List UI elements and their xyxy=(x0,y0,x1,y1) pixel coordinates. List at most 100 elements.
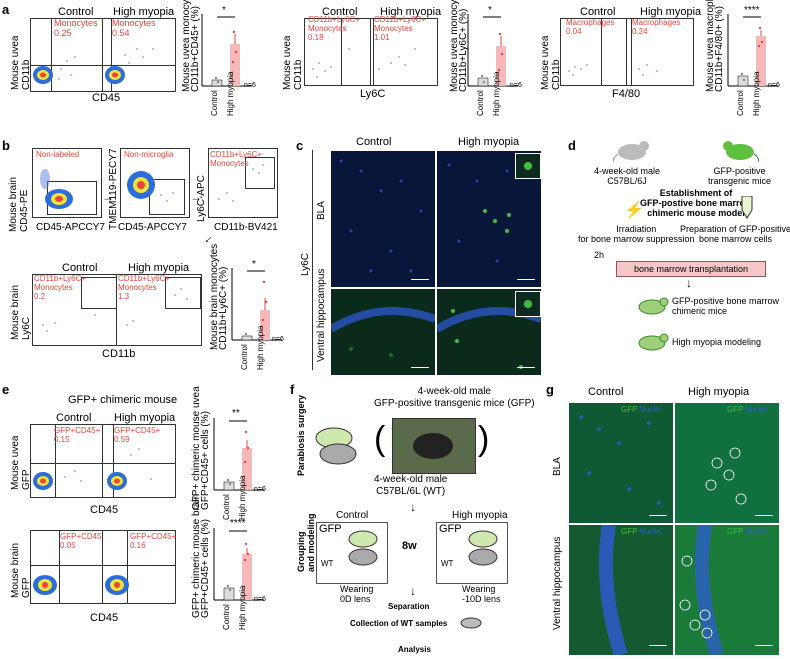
panel-label-c: c xyxy=(296,138,304,153)
bar-chart xyxy=(212,528,264,606)
bar-x-label-control: Control xyxy=(240,344,249,370)
arrow-icon: → xyxy=(190,190,202,204)
col-title-control: Control xyxy=(356,136,392,148)
bar-x-label-control: Control xyxy=(222,604,231,630)
flow-plot-uvea-high-myopia xyxy=(102,424,176,498)
gate-value: 0.15 xyxy=(54,435,70,444)
bar-x-label-high-myopia: High myopia xyxy=(238,585,247,630)
bracket xyxy=(312,150,313,370)
bar-x-label-high-myopia: High myopia xyxy=(238,475,247,520)
bar-chart xyxy=(212,418,264,496)
gate-label: CD11b+Ly6C+ Monocytes xyxy=(34,274,87,292)
top-text: 4-week-old male GFP-positive transgenic … xyxy=(374,386,535,409)
parabiosis-mice-icon xyxy=(315,427,357,465)
bar-x-label-control: Control xyxy=(476,90,485,116)
bar-y-label: Mouse uvea macrophages CD11b+F4/80+ (%) xyxy=(705,0,725,92)
wt-text: 4-week-old male C57BL/6L (WT) xyxy=(374,474,448,497)
mouse-icon-chimeric xyxy=(638,297,669,315)
flow-plot-high-myopia xyxy=(116,274,202,346)
bar-x-label-control: Control xyxy=(210,90,219,116)
panel-label-f: f xyxy=(290,382,295,397)
col-title-control: Control xyxy=(62,262,98,274)
gate-value: 1.3 xyxy=(118,292,130,301)
x-axis-label: CD11b xyxy=(102,348,136,360)
col-title-control: Control xyxy=(322,6,358,18)
y-axis-label: Mouse brain GFP xyxy=(10,542,32,598)
col-title-high-myopia: High myopia xyxy=(458,136,520,148)
n-count: n=6 xyxy=(254,486,266,493)
micrograph-g-vh-high-myopia: GFP Nuclei xyxy=(674,524,780,656)
gfp-legend: GFP xyxy=(621,405,638,414)
micrograph-bla-high-myopia xyxy=(436,150,542,288)
gate-value: 1.01 xyxy=(374,33,390,42)
gate-value: 0.05 xyxy=(60,541,76,550)
gate-value: 0.59 xyxy=(114,435,130,444)
wear-right: Wearing -10D lens xyxy=(462,584,501,604)
bar-x-label-high-myopia: High myopia xyxy=(752,71,761,116)
y-axis-label: TMEM119-PECY7 xyxy=(108,148,119,230)
y-axis-label: Mouse uvea CD11b xyxy=(540,35,562,90)
gate-value: 0.2 xyxy=(34,292,46,301)
x-axis-label: CD11b-BV421 xyxy=(214,222,278,233)
bar-chart xyxy=(726,14,778,92)
collection: Collection of WT samples xyxy=(350,619,448,628)
col-title-control: Control xyxy=(580,6,616,18)
gate-label: Macrophages xyxy=(566,18,615,27)
x-axis-label: Ly6C xyxy=(360,88,386,100)
bar-x-label-high-myopia: High myopia xyxy=(492,71,501,116)
gate-value: 0.24 xyxy=(632,27,648,36)
bar-chart xyxy=(200,14,252,92)
modeling-label: High myopia modeling xyxy=(672,337,762,347)
gate-label: GFP+CD45+ xyxy=(54,426,101,435)
x-axis-label: CD45-APCCY7 xyxy=(36,222,105,233)
nuclei-legend: Nuclei xyxy=(639,527,662,536)
col-title-high-myopia: High myopia xyxy=(688,386,750,398)
arrow-down-icon: ↓ xyxy=(410,584,416,598)
bracket-open: ( xyxy=(374,420,386,458)
arrow-icon: → xyxy=(102,190,114,204)
gate-label: CD11b+Ly6C+ Monocytes xyxy=(374,15,427,33)
micrograph-g-bla-high-myopia: GFP Nuclei xyxy=(674,402,780,524)
n-count: n=6 xyxy=(244,82,256,89)
marker-label: Ly6C xyxy=(300,253,311,276)
bracket-close: ) xyxy=(478,420,490,458)
y-axis-label: Mouse brain Ly6C xyxy=(10,284,32,340)
time-label: 2h xyxy=(594,250,605,260)
n-count: n=6 xyxy=(254,596,266,603)
col-title-high-myopia: High myopia xyxy=(380,6,442,18)
group-control: Control xyxy=(336,510,369,521)
wt-tag: WT xyxy=(441,559,454,568)
gate-label: Monocytes xyxy=(112,18,156,28)
bar-y-label: GFP+ chimeric mouse uvea GFP+CD45+ cells… xyxy=(191,386,211,510)
row-label-ventral-hippocampus: Ventral hippocampus xyxy=(552,536,563,630)
micrograph-g-vh-control: GFP Nuclei xyxy=(568,524,674,656)
panel-label-g: g xyxy=(546,382,554,397)
gfp-tag: GFP xyxy=(319,523,342,535)
gate-label: GFP+CD45+ xyxy=(60,532,107,541)
result-label: GFP-positive bone marrow chimeric mice xyxy=(672,296,780,316)
significance: * xyxy=(252,259,256,270)
step-right: Preparation of GFP-positive bone marrow … xyxy=(680,224,790,244)
y-axis-label: Mouse uvea CD11b xyxy=(10,35,32,90)
bar-y-label: Mouse uvea monocytes CD11b+CD45+ (%) xyxy=(181,0,201,92)
gate-value: 0.25 xyxy=(54,28,72,38)
arrow-down-icon: ↓ xyxy=(686,276,692,290)
y-axis-label: Mouse uvea CD11b xyxy=(282,35,304,90)
row-label-bla: BLA xyxy=(316,201,327,220)
x-axis-label: CD45 xyxy=(90,612,119,624)
step-left: Irradiation for bone marrow suppression xyxy=(578,224,695,244)
donor-left: 4-week-old male C57BL/6J xyxy=(594,166,661,186)
col-title-high-myopia: High myopia xyxy=(128,262,190,274)
gate-label: GFP+CD45+ xyxy=(114,426,161,435)
flow-plot-uvea-control xyxy=(30,424,104,498)
bar-x-label-high-myopia: High myopia xyxy=(226,71,235,116)
row-label-ventral-hippocampus: Ventral hippocampus xyxy=(316,268,327,362)
nuclei-legend: Nuclei xyxy=(745,527,768,536)
micrograph-g-bla-control: GFP Nuclei xyxy=(568,402,674,524)
panel-label-e: e xyxy=(2,382,10,397)
gfp-legend: GFP xyxy=(727,527,744,536)
gate-value: 0.54 xyxy=(112,28,130,38)
group-box-control: GFP WT xyxy=(316,522,388,584)
row-label-bla: BLA xyxy=(552,457,563,476)
bar-x-label-high-myopia: High myopia xyxy=(256,325,265,370)
